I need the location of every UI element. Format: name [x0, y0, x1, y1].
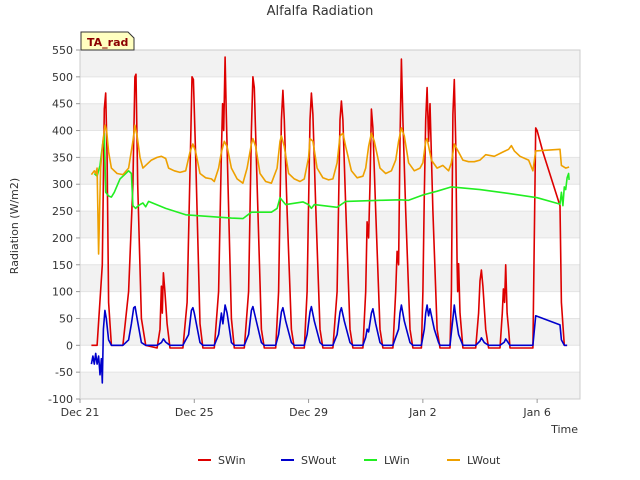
series-line-lwin: [93, 132, 570, 220]
legend: SWin SWout LWin LWout: [198, 454, 501, 467]
x-tick-label: Dec 21: [61, 406, 100, 419]
y-tick-label: -50: [55, 366, 73, 379]
grid-bands: [80, 49, 580, 400]
x-tick-label: Jan 2: [408, 406, 436, 419]
x-tick-label: Dec 29: [289, 406, 328, 419]
y-axis-ticks: -100 -50 0 50 100 150 200 250 300 350 400 450 500 550: [48, 44, 80, 406]
series-line-swout: [90, 304, 568, 384]
x-axis-ticks: Dec 21 Dec 25 Dec 29 Jan 2 Jan 6: [61, 399, 551, 419]
y-tick-label: 250: [52, 205, 73, 218]
y-tick-label: -100: [48, 393, 73, 406]
grid-band: [80, 318, 580, 346]
y-tick-label: 100: [52, 286, 73, 299]
y-tick-label: 450: [52, 98, 73, 111]
x-axis-title: Time: [550, 423, 578, 436]
legend-label-swout: SWout: [301, 454, 337, 467]
y-tick-label: 350: [52, 151, 73, 164]
y-tick-label: 300: [52, 178, 73, 191]
grid-band: [80, 372, 580, 399]
plot-frame: [79, 49, 581, 400]
x-tick-label: Jan 6: [522, 406, 550, 419]
chart-title: Alfalfa Radiation: [267, 4, 374, 19]
series-line-lwout: [90, 124, 570, 255]
y-tick-label: 550: [52, 44, 73, 57]
y-tick-label: 150: [52, 259, 73, 272]
x-tick-label: Dec 25: [175, 406, 214, 419]
legend-label-swin: SWin: [218, 454, 246, 467]
legend-label-lwout: LWout: [467, 454, 501, 467]
badge-shape: [80, 31, 135, 51]
plot-border: [79, 49, 581, 400]
badge-label: TA_rad: [87, 36, 128, 49]
series-layer: [90, 56, 570, 384]
y-tick-label: 500: [52, 71, 73, 84]
grid-band: [80, 50, 580, 77]
y-tick-label: 0: [66, 339, 73, 352]
y-tick-label: 200: [52, 232, 73, 245]
ta-rad-badge: TA_rad: [80, 31, 135, 51]
legend-label-lwin: LWin: [384, 454, 410, 467]
series-line-swin: [91, 56, 568, 349]
grid-band: [80, 211, 580, 238]
y-tick-label: 50: [59, 312, 73, 325]
y-tick-label: 400: [52, 125, 73, 138]
y-axis-title: Radiation (W/m2): [8, 178, 21, 274]
grid-band: [80, 103, 580, 131]
